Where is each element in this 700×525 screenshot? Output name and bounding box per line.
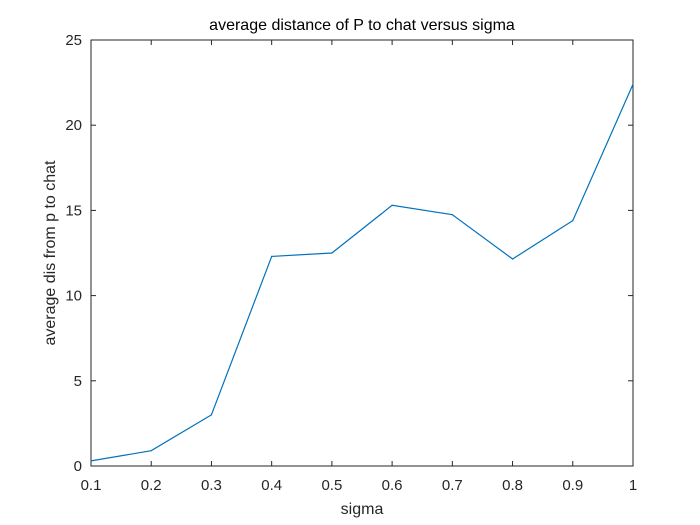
data-point [511, 258, 514, 260]
data-point [451, 214, 453, 216]
x-axis-tick-labels: 0.1 0.2 0.3 0.4 0.5 0.6 0.7 0.8 0.9 1 [81, 477, 638, 494]
plot-area [90, 39, 634, 467]
data-point [391, 204, 393, 206]
x-tick-label: 0.2 [141, 477, 162, 494]
x-tick-label: 0.5 [321, 477, 342, 494]
x-axis-title: sigma [341, 501, 384, 518]
x-tick-label: 0.6 [382, 477, 403, 494]
y-tick-label: 20 [65, 117, 82, 134]
chart-title: average distance of P to chat versus sig… [209, 17, 515, 34]
y-tick-label: 25 [65, 32, 82, 49]
y-axis-ticks [91, 39, 633, 467]
y-tick-label: 10 [65, 288, 82, 305]
data-point [572, 220, 574, 222]
data-point [150, 450, 152, 452]
y-tick-label: 15 [65, 202, 82, 219]
data-point [210, 414, 213, 416]
data-point [632, 83, 634, 85]
series-points [90, 83, 634, 462]
x-tick-label: 0.1 [81, 477, 102, 494]
data-point [331, 252, 333, 254]
y-tick-label: 0 [74, 458, 82, 475]
x-tick-label: 1 [629, 477, 637, 494]
y-tick-label: 5 [74, 373, 82, 390]
x-axis-ticks [90, 40, 634, 466]
x-tick-label: 0.7 [442, 477, 463, 494]
y-axis-title: average dis from p to chat [42, 160, 59, 346]
x-tick-label: 0.3 [201, 477, 222, 494]
y-axis-tick-labels: 0 5 10 15 20 25 [65, 32, 82, 475]
x-tick-label: 0.8 [502, 477, 523, 494]
series-line [90, 84, 634, 462]
x-tick-label: 0.4 [261, 477, 282, 494]
data-point [90, 460, 92, 462]
x-tick-label: 0.9 [562, 477, 583, 494]
data-point [271, 255, 273, 258]
